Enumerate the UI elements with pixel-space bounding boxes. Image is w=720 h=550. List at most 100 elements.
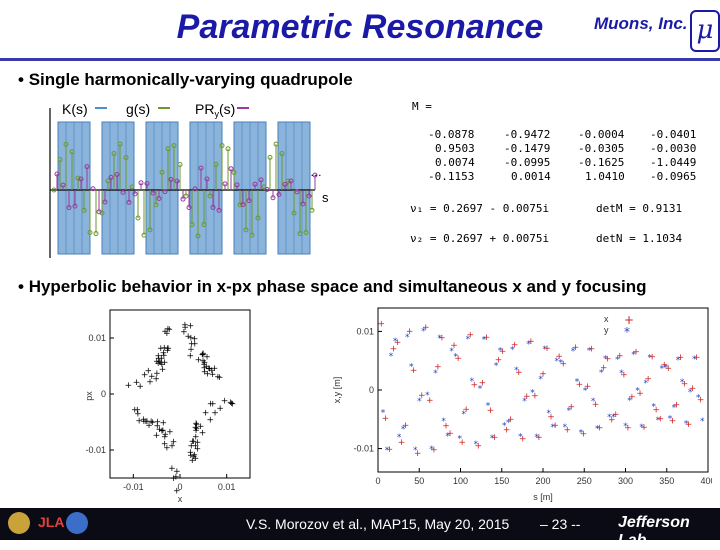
p2-point-y: *: [409, 362, 414, 372]
p1-point: +: [148, 372, 156, 382]
matrix-cell-3-0: -0.1153: [428, 170, 475, 183]
p1-xtick-label: 0.01: [218, 482, 236, 492]
p1-point: +: [164, 344, 172, 354]
p2-point-x: +: [584, 382, 592, 392]
pr-marker: [156, 196, 162, 202]
p2-point-y: *: [563, 423, 568, 433]
p2-point-x: +: [608, 416, 616, 426]
p1-point: +: [227, 398, 235, 408]
detn-value: detN = 1.1034: [596, 232, 683, 245]
p2-point-y: *: [425, 391, 430, 401]
p2-point-y: *: [571, 347, 576, 357]
matrix-cell-0-0: -0.0878: [428, 128, 475, 141]
g-marker: [117, 141, 123, 147]
mu-logo: μ: [690, 10, 720, 52]
p1-point: +: [145, 421, 153, 431]
matrix-cell-3-1: 0.0014: [511, 170, 551, 183]
p1-point: +: [181, 323, 189, 333]
p2-point-y: *: [514, 366, 519, 376]
p2-point-y: *: [684, 419, 689, 429]
p1-point: +: [170, 474, 178, 484]
p2-point-x: +: [438, 333, 446, 343]
g-marker: [63, 141, 69, 147]
p2-point-y: *: [478, 384, 483, 394]
p1-point: +: [146, 377, 154, 387]
g-marker: [195, 233, 201, 239]
pr-marker: [288, 178, 294, 184]
title-divider: [0, 58, 720, 61]
pr-marker: [174, 178, 180, 184]
bullet-dot: •: [18, 277, 24, 296]
p2-point-x: +: [539, 369, 547, 379]
p2-point-y: *: [518, 432, 523, 442]
p1-point: +: [201, 368, 209, 378]
g-marker: [51, 187, 57, 193]
p1-point: +: [152, 375, 160, 385]
p1-ytick-label: 0.01: [88, 333, 106, 343]
bullet-dot: •: [18, 70, 24, 89]
p2-point-y: *: [482, 335, 487, 345]
p2-point-y: *: [498, 347, 503, 357]
p1-point: +: [190, 452, 198, 462]
p2-point-y: *: [672, 403, 677, 413]
p2-point-y: *: [429, 445, 434, 455]
p2-point-y: *: [559, 359, 564, 369]
pr-marker: [114, 171, 120, 177]
p2-xtick-label: 400: [700, 476, 712, 486]
p1-point: +: [191, 334, 199, 344]
p1-point: +: [134, 409, 142, 419]
p2-point-x: +: [685, 420, 693, 430]
p2-point-x: +: [479, 378, 487, 388]
g-marker: [309, 207, 315, 213]
p1-point: +: [189, 437, 197, 447]
p1-point: +: [173, 486, 181, 496]
p1-point: +: [158, 360, 166, 370]
p2-point-x: +: [434, 362, 442, 372]
p1-point: +: [216, 373, 224, 383]
p2-point-x: +: [446, 429, 454, 439]
p2-point-y: *: [643, 379, 648, 389]
p1-point: +: [180, 327, 188, 337]
matrix-cell-2-2: -0.1625: [578, 156, 625, 169]
p2-ytick-label: 0.01: [356, 326, 374, 336]
p1-point: +: [125, 381, 133, 391]
p2-point-y: *: [583, 387, 588, 397]
p2-point-y: *: [401, 425, 406, 435]
p1-point: +: [194, 438, 202, 448]
p2-point-x: +: [547, 412, 555, 422]
matrix-cell-2-1: -0.0995: [504, 156, 551, 169]
p1-point: +: [195, 356, 203, 366]
p1-point: +: [199, 428, 207, 438]
p2-ytick-label: 0: [369, 385, 374, 395]
p2-point-x: +: [628, 392, 636, 402]
matrix-cell-0-2: -0.0004: [578, 128, 625, 141]
legend-pr-s: (s): [219, 101, 235, 117]
p2-point-x: +: [487, 406, 495, 416]
p1-point: +: [159, 365, 167, 375]
p1-point: +: [166, 428, 174, 438]
p2-point-y: *: [660, 365, 665, 375]
g-marker: [249, 232, 255, 238]
p2-point-x: +: [543, 344, 551, 354]
p1-point: +: [157, 358, 165, 368]
p1-point: +: [170, 437, 178, 447]
p1-point: +: [160, 351, 168, 361]
p1-point: +: [160, 344, 168, 354]
p2-point-x: +: [640, 423, 648, 433]
p1-point: +: [141, 371, 149, 381]
g-marker: [273, 141, 279, 147]
p1-point: +: [192, 423, 200, 433]
p2-point-y: *: [490, 434, 495, 444]
p2-xtick-label: 100: [453, 476, 468, 486]
p2-xtick-label: 350: [659, 476, 674, 486]
pr-marker: [300, 201, 306, 207]
p2-point-x: +: [551, 421, 559, 431]
p2-point-x: +: [515, 368, 523, 378]
pr-marker: [144, 180, 150, 186]
p2-point-x: +: [406, 327, 414, 337]
p1-point: +: [187, 345, 195, 355]
p1-point: +: [203, 353, 211, 363]
matrix-cell-1-0: 0.9503: [435, 142, 475, 155]
p1-point: +: [204, 370, 212, 380]
p1-point: +: [198, 350, 206, 360]
